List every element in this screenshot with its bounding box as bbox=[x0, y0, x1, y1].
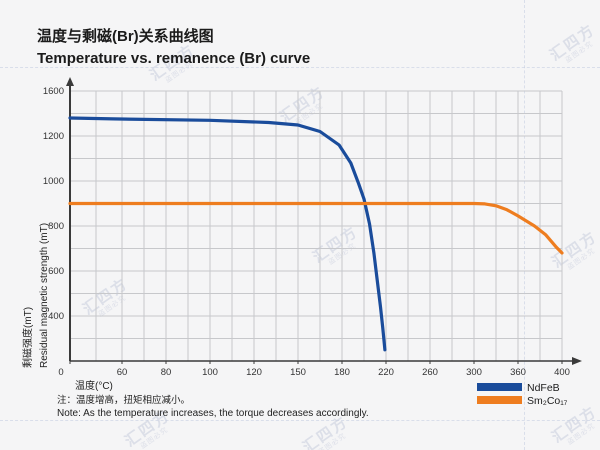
x-axis-arrow-icon bbox=[572, 357, 582, 365]
x-tick-label: 100 bbox=[202, 367, 218, 378]
y-tick-label: 1000 bbox=[43, 176, 64, 187]
curve-Sm₂Co₁₇ bbox=[68, 201, 564, 255]
x-tick-label: 300 bbox=[466, 367, 482, 378]
footnote-block: 注：温度增高，扭矩相应减小。 Note: As the temperature … bbox=[57, 394, 369, 420]
chart-title-block: 温度与剩磁(Br)关系曲线图 Temperature vs. remanence… bbox=[37, 26, 310, 70]
x-tick-label: 260 bbox=[422, 367, 438, 378]
legend-swatch bbox=[477, 396, 522, 404]
x-tick-label: 400 bbox=[554, 367, 570, 378]
page-title-zh: 温度与剩磁(Br)关系曲线图 bbox=[37, 28, 214, 45]
x-tick-label: 180 bbox=[334, 367, 350, 378]
page-title-en: Temperature vs. remanence (Br) curve bbox=[37, 50, 311, 67]
y-tick-label: 800 bbox=[48, 221, 64, 232]
x-tick-label: 120 bbox=[246, 367, 262, 378]
curve-NdFeB bbox=[68, 116, 387, 352]
legend-label: Sm₂Co₁₇ bbox=[527, 395, 568, 407]
y-axis-arrow-icon bbox=[66, 77, 74, 86]
legend-label: NdFeB bbox=[527, 382, 560, 394]
legend-swatch bbox=[477, 383, 522, 391]
y-axis-title-zh: 剩磁强度(mT) bbox=[21, 307, 34, 368]
footnote-en: Note: As the temperature increases, the … bbox=[57, 408, 369, 419]
x-tick-label: 360 bbox=[510, 367, 526, 378]
y-tick-label: 1200 bbox=[43, 131, 64, 142]
axis-titles: 温度(°C) 剩磁强度(mT) Residual magnetic strength… bbox=[21, 223, 113, 392]
x-tick-label: 60 bbox=[117, 367, 128, 378]
y-tick-label: 1600 bbox=[43, 86, 64, 97]
x-axis-title: 温度(°C) bbox=[75, 379, 113, 392]
x-tick-label: 150 bbox=[290, 367, 306, 378]
x-tick-label: 80 bbox=[161, 367, 172, 378]
tick-labels: 0 60 80 100 120 150 180 220 260 300 360 400 400 600 80… bbox=[43, 86, 570, 378]
y-tick-label: 600 bbox=[48, 266, 64, 277]
axes bbox=[66, 77, 582, 365]
y-axis-title-en: Residual magnetic strength (mT) bbox=[39, 223, 50, 368]
y-tick-label: 400 bbox=[48, 311, 64, 322]
x-tick-label: 0 bbox=[58, 367, 63, 378]
x-tick-label: 220 bbox=[378, 367, 394, 378]
footnote-zh: 注：温度增高，扭矩相应减小。 bbox=[57, 395, 191, 406]
